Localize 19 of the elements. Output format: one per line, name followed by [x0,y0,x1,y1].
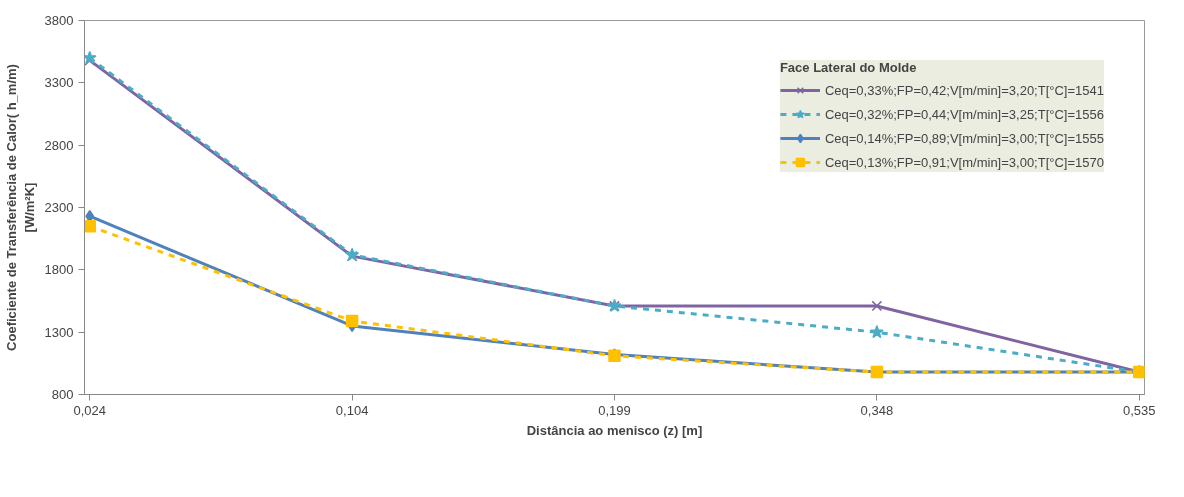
legend-label: Ceq=0,33%;FP=0,42;V[m/min]=3,20;T[°C]=1541 [824,82,1104,98]
y-axis-title: Coeficiente de Transferência de Calor( h_m/m) [W/m²K] [3,64,37,351]
x-tick-label: 0,024 [73,402,107,418]
x-tick-label: 0,199 [598,402,631,418]
y-tick-label: 1300 [44,324,74,340]
x-tick-label: 0,104 [335,402,369,418]
y-tick-label: 1800 [44,262,74,278]
legend-label: Ceq=0,32%;FP=0,44;V[m/min]=3,25;T[°C]=1556 [824,106,1104,122]
y-tick-label: 2300 [44,200,74,215]
x-axis-title: Distância ao menisco (z) [m] [526,422,703,438]
x-tick-label: 0,535 [1122,402,1156,418]
y-tick-label: 3800 [44,13,74,28]
y-tick-label: 800 [51,387,74,402]
legend-label: Ceq=0,13%;FP=0,91;V[m/min]=3,00;T[°C]=1570 [824,154,1104,170]
legend-title: Face Lateral do Molde [779,60,918,75]
legend-label: Ceq=0,14%;FP=0,89;V[m/min]=3,00;T[°C]=1555 [824,130,1104,146]
y-tick-label: 3300 [44,75,74,91]
y-tick-label: 2800 [44,137,74,153]
x-tick-label: 0,348 [860,402,894,418]
